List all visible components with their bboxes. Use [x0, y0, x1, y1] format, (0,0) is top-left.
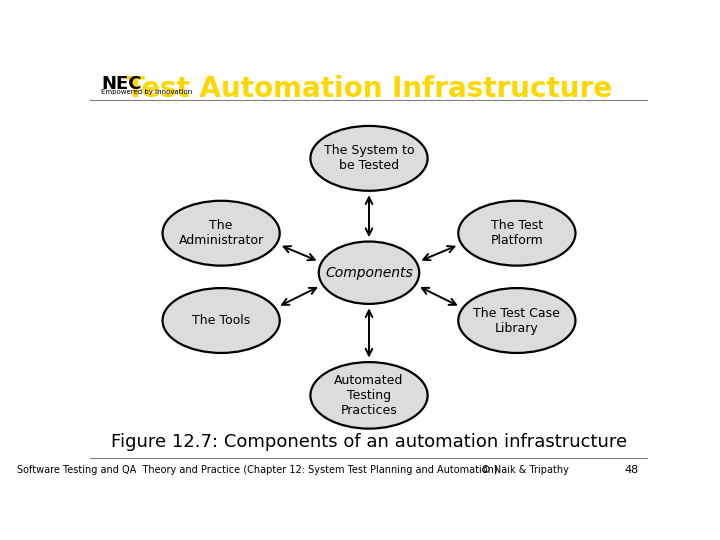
Ellipse shape	[458, 201, 575, 266]
Text: Software Testing and QA  Theory and Practice (Chapter 12: System Test Planning a: Software Testing and QA Theory and Pract…	[17, 465, 498, 475]
Text: NEC: NEC	[101, 75, 142, 93]
Ellipse shape	[163, 288, 279, 353]
Text: Figure 12.7: Components of an automation infrastructure: Figure 12.7: Components of an automation…	[111, 433, 627, 451]
Text: Automated
Testing
Practices: Automated Testing Practices	[334, 374, 404, 417]
Text: The Test
Platform: The Test Platform	[490, 219, 544, 247]
Text: The Test Case
Library: The Test Case Library	[474, 307, 560, 334]
Text: The
Administrator: The Administrator	[179, 219, 264, 247]
Text: Components: Components	[325, 266, 413, 280]
Ellipse shape	[458, 288, 575, 353]
Ellipse shape	[310, 126, 428, 191]
Text: The Tools: The Tools	[192, 314, 251, 327]
Text: © Naik & Tripathy: © Naik & Tripathy	[481, 465, 570, 475]
Ellipse shape	[310, 362, 428, 429]
Text: The System to
be Tested: The System to be Tested	[324, 144, 414, 172]
Ellipse shape	[163, 201, 279, 266]
Ellipse shape	[319, 241, 419, 304]
Text: Test Automation Infrastructure: Test Automation Infrastructure	[126, 75, 612, 103]
Text: 48: 48	[624, 465, 639, 475]
Text: Empowered by innovation: Empowered by innovation	[101, 89, 192, 95]
